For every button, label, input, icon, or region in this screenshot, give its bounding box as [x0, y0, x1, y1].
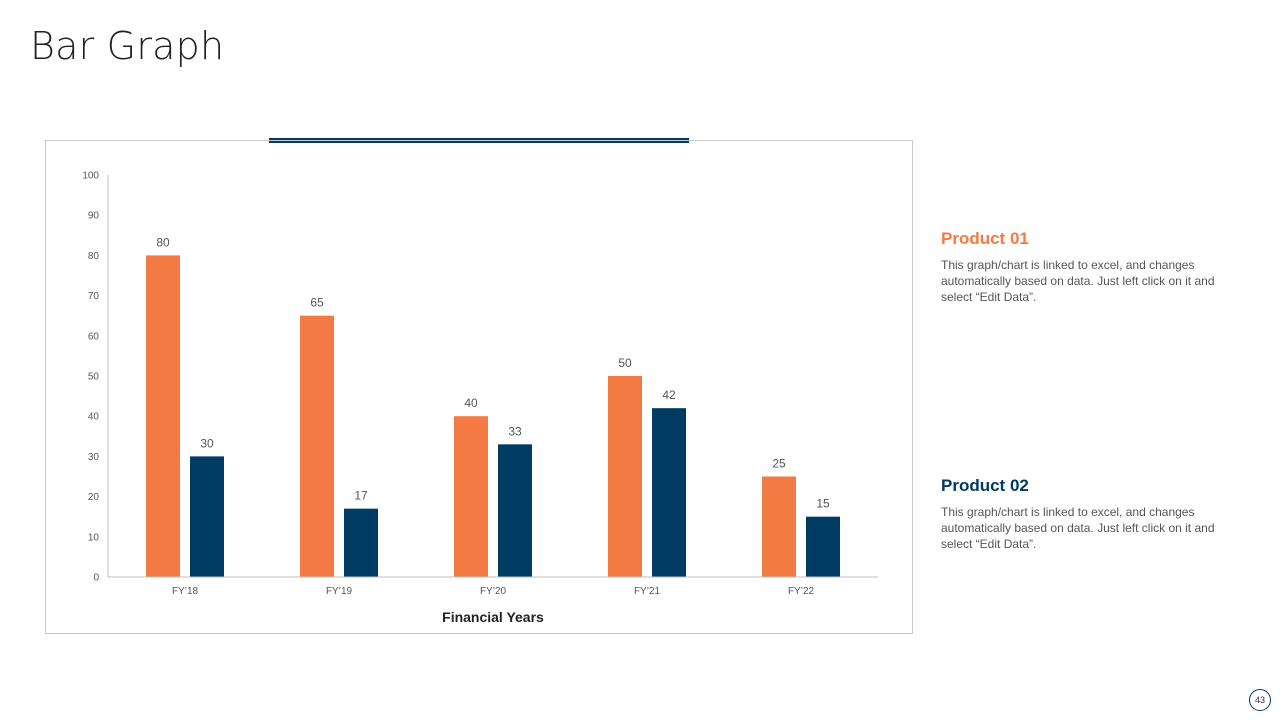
- bar-product-02[interactable]: [806, 516, 840, 577]
- y-tick-label: 100: [82, 171, 99, 182]
- legend-description-product-02: This graph/chart is linked to excel, and…: [941, 505, 1215, 551]
- y-tick-label: 60: [88, 331, 100, 342]
- x-tick-label: FY’19: [326, 586, 353, 597]
- data-label: 80: [156, 235, 170, 249]
- bar-product-01[interactable]: [762, 476, 796, 578]
- y-tick-label: 90: [88, 211, 100, 222]
- x-axis-title: Financial Years: [442, 609, 544, 625]
- bar-chart[interactable]: 0 10 20 30 40 50 60 70 80 90 100 80 30 65 17 40 33 50 42 2…: [46, 141, 914, 635]
- bar-product-01[interactable]: [146, 255, 180, 577]
- bar-product-01[interactable]: [300, 315, 334, 577]
- data-label: 42: [662, 388, 676, 402]
- legend-product-01: Product 01 This graph/chart is linked to…: [941, 229, 1231, 305]
- y-tick-label: 40: [88, 412, 100, 423]
- y-tick-label: 50: [88, 372, 100, 383]
- bar-product-02[interactable]: [652, 408, 686, 577]
- legend-product-02: Product 02 This graph/chart is linked to…: [941, 476, 1231, 552]
- data-label: 65: [310, 296, 324, 310]
- legend-description-product-01: This graph/chart is linked to excel, and…: [941, 258, 1215, 304]
- y-axis: 0 10 20 30 40 50 60 70 80 90 100: [82, 171, 109, 584]
- y-tick-label: 20: [88, 492, 100, 503]
- bar-product-01[interactable]: [454, 416, 488, 577]
- bars: 80 30 65 17 40 33 50 42 25 15: [146, 235, 840, 577]
- data-label: 30: [200, 436, 214, 450]
- data-label: 40: [464, 396, 478, 410]
- legend-title-product-02: Product 02: [941, 476, 1029, 495]
- data-label: 33: [508, 424, 522, 438]
- x-tick-label: FY’18: [172, 586, 199, 597]
- legend-title-product-01: Product 01: [941, 229, 1029, 248]
- bar-product-02[interactable]: [498, 444, 532, 577]
- y-tick-label: 70: [88, 291, 100, 302]
- y-tick-label: 0: [93, 573, 99, 584]
- x-axis: FY’18 FY’19 FY’20 FY’21 FY’22: [108, 576, 878, 597]
- x-tick-label: FY’21: [634, 586, 661, 597]
- page-title: Bar Graph: [30, 24, 225, 68]
- y-tick-label: 10: [88, 532, 100, 543]
- data-label: 15: [816, 497, 830, 511]
- data-label: 50: [618, 356, 632, 370]
- x-tick-label: FY’20: [480, 586, 507, 597]
- bar-product-01[interactable]: [608, 376, 642, 577]
- data-label: 25: [772, 457, 786, 471]
- page-number: 43: [1249, 689, 1271, 711]
- data-label: 17: [354, 489, 368, 503]
- y-tick-label: 30: [88, 452, 100, 463]
- bar-product-02[interactable]: [190, 456, 224, 577]
- y-tick-label: 80: [88, 251, 100, 262]
- x-tick-label: FY’22: [788, 586, 815, 597]
- bar-product-02[interactable]: [344, 508, 378, 577]
- chart-frame[interactable]: 0 10 20 30 40 50 60 70 80 90 100 80 30 65 17 40 33 50 42 2…: [45, 140, 913, 634]
